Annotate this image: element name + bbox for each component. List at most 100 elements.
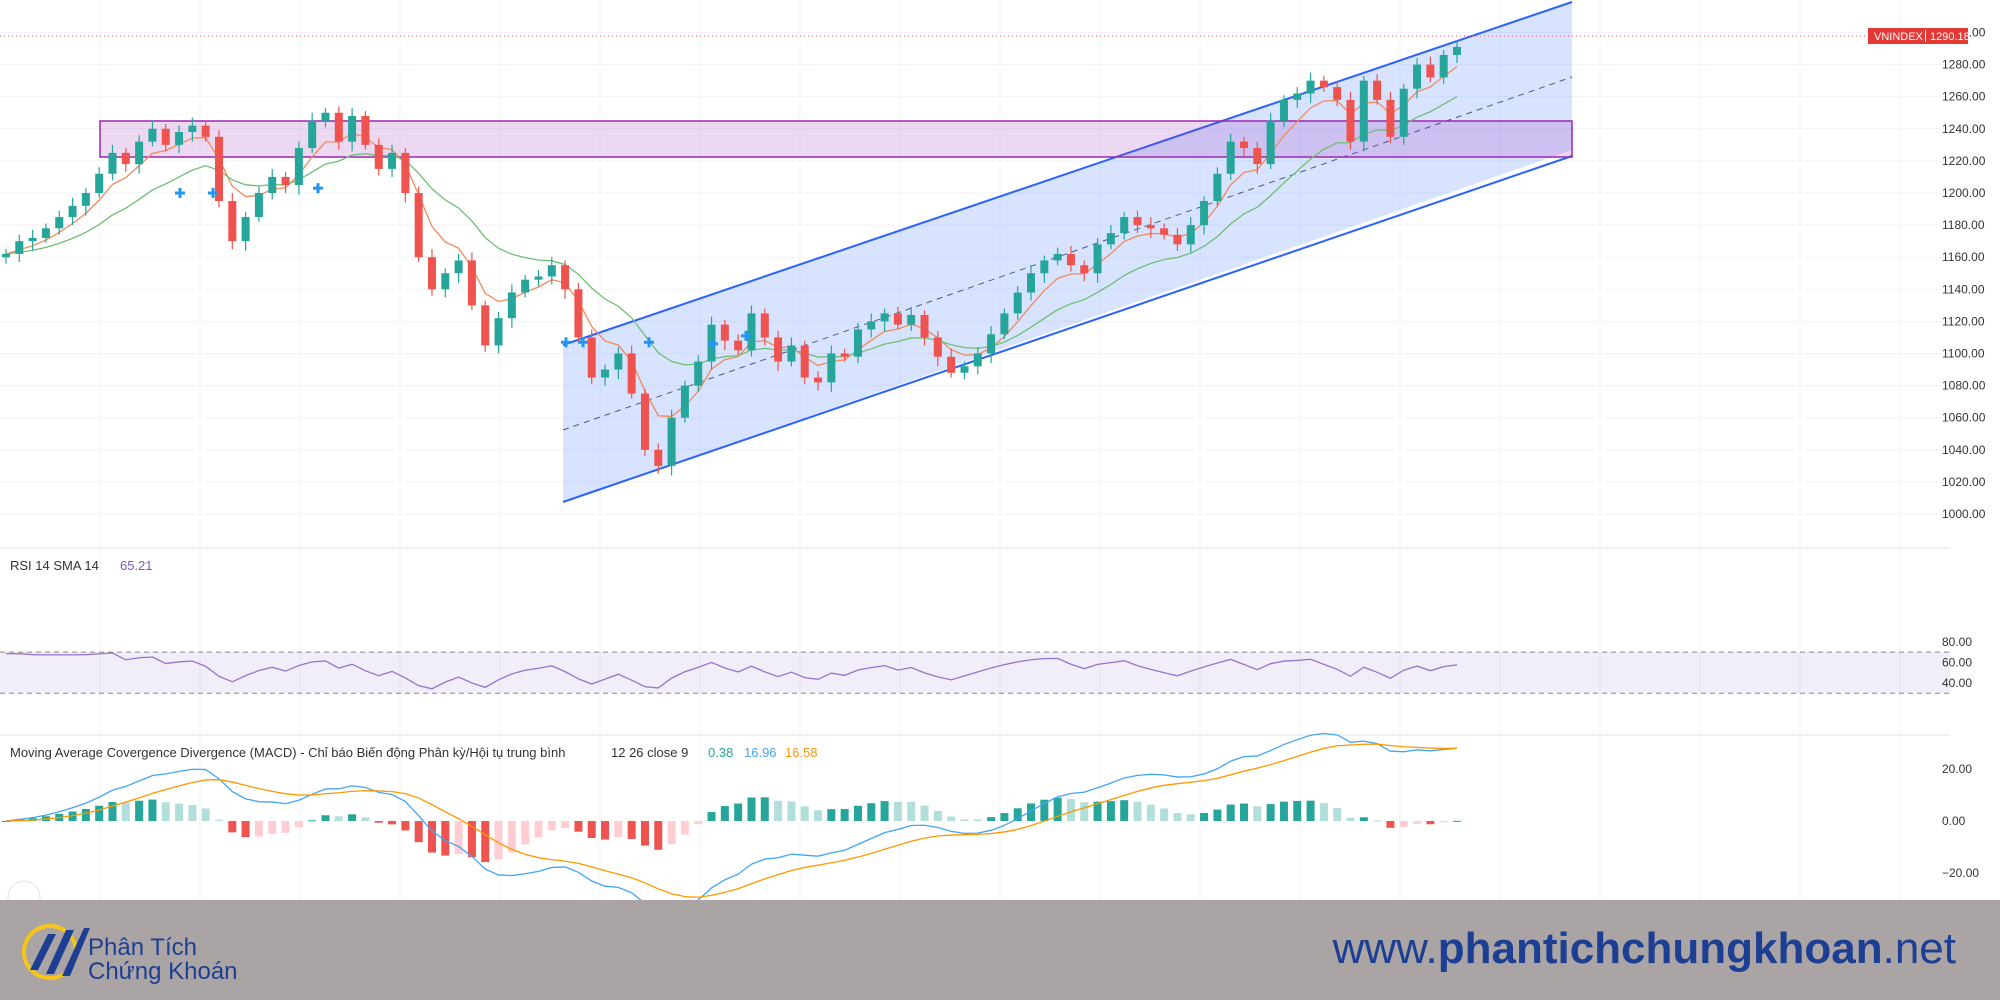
candle-body — [388, 152, 397, 169]
macd-histogram-bar — [614, 821, 623, 837]
rsi-title[interactable]: RSI 14 SMA 14 — [10, 558, 99, 573]
candle-body — [481, 305, 490, 346]
macd-histogram-bar — [427, 821, 436, 853]
candle-body — [41, 228, 50, 238]
macd-histogram-bar — [161, 802, 170, 821]
resistance-zone-box — [99, 120, 1573, 158]
candle-body — [1200, 201, 1209, 226]
site-domain: phantichchungkhoan — [1437, 924, 1883, 973]
candle-body — [148, 128, 157, 142]
candle-body — [1000, 313, 1009, 335]
macd-histogram-bar — [893, 801, 902, 821]
price-tick-label: 1020.00 — [1942, 475, 1986, 489]
candle-body — [987, 334, 996, 354]
price-tick-label: 1260.00 — [1942, 90, 1986, 104]
candle-body — [947, 356, 956, 373]
candle-body — [667, 417, 676, 466]
candle-body — [401, 152, 410, 193]
macd-histogram-bar — [787, 801, 796, 821]
candle-body — [1053, 253, 1062, 261]
candle-body — [800, 345, 809, 378]
price-tick-label: 1000.00 — [1942, 507, 1986, 521]
macd-histogram-bar — [640, 821, 649, 846]
candle-body — [960, 366, 969, 373]
candle-body — [907, 314, 916, 325]
tradingview-logo-icon[interactable] — [7, 880, 41, 900]
candle-body — [308, 120, 317, 149]
macd-histogram-bar — [1453, 820, 1461, 822]
macd-histogram-bar — [1439, 821, 1448, 823]
candle-body — [521, 279, 530, 293]
macd-histogram-bar — [1319, 803, 1328, 821]
website-link[interactable]: www.phantichchungkhoan.net — [1333, 924, 1956, 974]
macd-histogram-bar — [2, 821, 10, 822]
candle-body — [787, 345, 796, 362]
candle-body — [1266, 120, 1275, 165]
macd-histogram-bar — [1160, 808, 1169, 821]
macd-histogram-bar — [281, 821, 290, 833]
macd-histogram-bar — [800, 806, 809, 821]
candle-body — [15, 241, 24, 254]
macd-histogram-bar — [947, 816, 956, 821]
macd-histogram-bar — [1253, 806, 1262, 821]
candle-body — [108, 152, 117, 174]
macd-histogram-bar — [1066, 799, 1075, 821]
macd-histogram-bar — [587, 821, 596, 838]
macd-title[interactable]: Moving Average Covergence Divergence (MA… — [10, 745, 565, 760]
site-prefix: www. — [1332, 924, 1438, 973]
candle-body — [427, 257, 436, 290]
macd-histogram-bar — [774, 800, 783, 821]
macd-histogram-bar — [1173, 813, 1182, 821]
macd-histogram-bar — [361, 817, 370, 821]
candle-body — [441, 273, 450, 290]
candle-body — [361, 115, 370, 145]
logo-text-line2: Chứng Khoán — [88, 958, 238, 985]
candle-body — [28, 237, 37, 242]
candle-body — [95, 173, 104, 193]
last-price-badge — [1868, 28, 1968, 44]
candle-body — [601, 369, 610, 378]
macd-histogram-bar — [1027, 803, 1036, 821]
candle-body — [574, 289, 583, 338]
logo-text-line1: Phân Tích — [88, 934, 197, 961]
macd-histogram-bar — [228, 821, 237, 833]
macd-histogram-bar — [1200, 812, 1209, 821]
macd-histogram-bar — [1386, 821, 1395, 828]
candle-body — [547, 265, 556, 277]
macd-histogram-bar — [414, 821, 423, 843]
footer-banner: Phân Tích Chứng Khoán www.phantichchungk… — [0, 900, 2000, 1000]
macd-histogram-bar — [987, 817, 996, 821]
macd-histogram-bar — [867, 803, 876, 821]
macd-histogram-bar — [1080, 802, 1089, 821]
candle-body — [1120, 217, 1129, 234]
price-tick-label: 1100.00 — [1942, 347, 1985, 361]
candle-body — [614, 353, 623, 370]
macd-histogram-bar — [1333, 807, 1342, 821]
candle-body — [348, 115, 357, 142]
candle-body — [1319, 80, 1328, 88]
candle-body — [774, 337, 783, 362]
macd-histogram-bar — [627, 821, 636, 839]
macd-histogram-bar — [188, 805, 197, 821]
candle-body — [814, 377, 823, 383]
macd-histogram-bar — [760, 797, 769, 821]
macd-histogram-bar — [1213, 809, 1222, 821]
macd-histogram-bar — [81, 808, 90, 821]
candle-body — [1186, 225, 1195, 245]
macd-histogram-bar — [534, 821, 543, 838]
macd-histogram-bar — [574, 821, 583, 832]
candle-body — [1106, 233, 1115, 245]
macd-tick-label: −20.00 — [1942, 866, 1979, 880]
rsi-tick-label: 80.00 — [1942, 635, 1972, 649]
price-tick-label: 1280.00 — [1942, 58, 1986, 72]
candle-body — [867, 321, 876, 330]
macd-histogram-bar — [1120, 800, 1129, 821]
macd-histogram-bar — [348, 814, 357, 821]
candle-body — [840, 353, 849, 357]
macd-histogram-bar — [401, 821, 410, 831]
price-axis: 1300.001280.001260.001240.001220.001200.… — [1942, 26, 1986, 522]
macd-histogram-bar — [1266, 804, 1275, 821]
macd-histogram-bar — [1306, 800, 1315, 821]
macd-histogram-bar — [827, 809, 836, 821]
macd-histogram-bar — [1040, 799, 1049, 821]
